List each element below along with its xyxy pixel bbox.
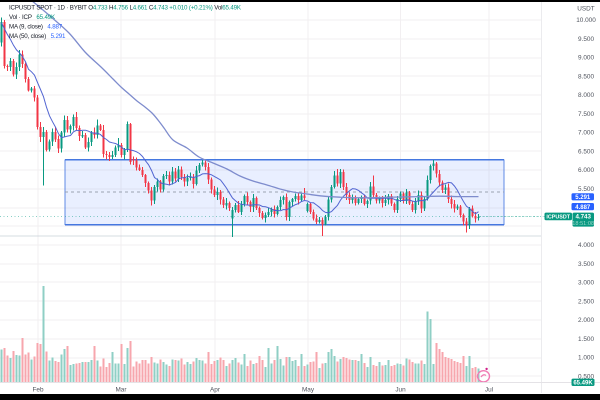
svg-text:2.500: 2.500	[578, 298, 594, 305]
svg-text:Apr: Apr	[210, 387, 221, 394]
svg-text:5.291: 5.291	[575, 195, 591, 201]
svg-text:Vol · ICP 65.49K: Vol · ICP 65.49K	[9, 14, 56, 21]
svg-text:8.000: 8.000	[578, 92, 594, 99]
svg-text:9.000: 9.000	[578, 55, 594, 62]
svg-text:4.743: 4.743	[575, 214, 591, 221]
svg-text:3.500: 3.500	[578, 261, 594, 268]
svg-text:7.500: 7.500	[578, 111, 594, 118]
svg-text:1.500: 1.500	[578, 336, 594, 343]
svg-text:4.000: 4.000	[578, 242, 594, 249]
svg-text:10.000: 10.000	[576, 17, 596, 24]
svg-text:Jun: Jun	[395, 387, 406, 394]
svg-text:MA (9, close) 4.887: MA (9, close) 4.887	[9, 23, 63, 30]
svg-text:8.500: 8.500	[578, 74, 594, 81]
svg-text:2.000: 2.000	[578, 317, 594, 324]
svg-text:ICPUSDT SPOT · 1D · BYBIT O4.7: ICPUSDT SPOT · 1D · BYBIT O4.733 H4.756 …	[9, 4, 242, 11]
svg-text:6.500: 6.500	[578, 148, 594, 155]
svg-text:MA (50, close) 5.291: MA (50, close) 5.291	[9, 33, 66, 40]
svg-text:0.500: 0.500	[578, 373, 594, 380]
svg-text:3.000: 3.000	[578, 280, 594, 287]
svg-text:7.000: 7.000	[578, 130, 594, 137]
svg-text:USDT: USDT	[577, 6, 594, 13]
svg-text:4.887: 4.887	[575, 205, 591, 211]
svg-text:9.500: 9.500	[578, 36, 594, 43]
svg-text:1.000: 1.000	[578, 355, 594, 362]
svg-text:Mar: Mar	[115, 387, 127, 394]
svg-text:5.500: 5.500	[578, 186, 594, 193]
svg-text:6.000: 6.000	[578, 167, 594, 174]
svg-text:18:51:08: 18:51:08	[572, 221, 594, 227]
svg-text:May: May	[302, 387, 315, 394]
svg-text:Jul: Jul	[485, 387, 493, 394]
svg-text:ICPUSDT: ICPUSDT	[546, 214, 570, 220]
svg-text:Feb: Feb	[32, 387, 43, 394]
svg-text:65.49K: 65.49K	[573, 381, 593, 387]
